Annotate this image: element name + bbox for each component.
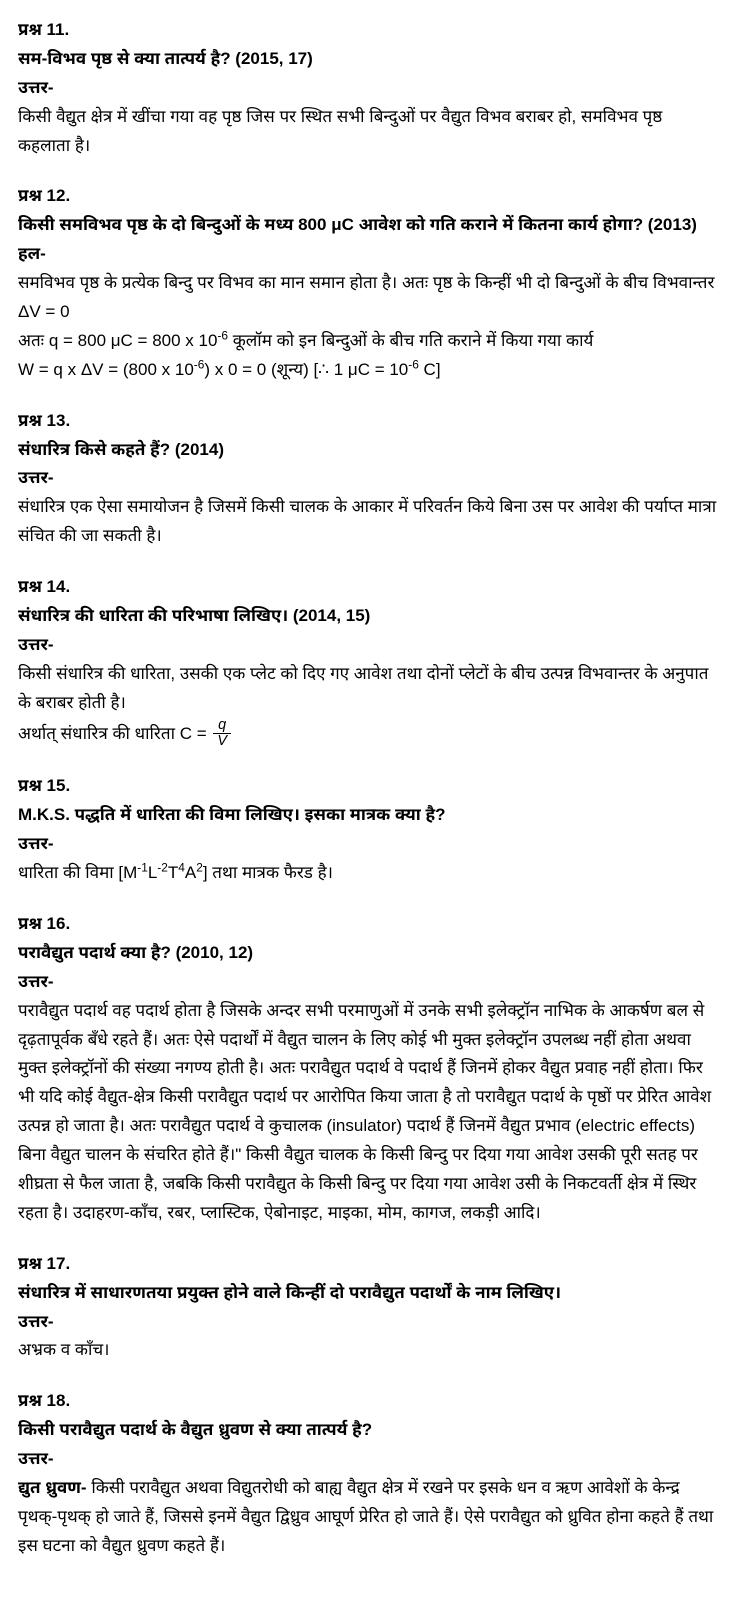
question-text: संधारित्र की धारिता की परिभाषा लिखिए। (2…: [18, 602, 717, 631]
denominator: V: [213, 734, 231, 750]
question-label: प्रश्न 16.: [18, 910, 717, 939]
text: अतः q = 800 μC = 800 x 10: [18, 331, 217, 350]
answer-line-1: समविभव पृष्ठ के प्रत्येक बिन्दु पर विभव …: [18, 269, 717, 327]
answer-label: उत्तर-: [18, 1445, 717, 1474]
bold-prefix: द्युत ध्रुवण-: [18, 1478, 87, 1497]
question-text: सम-विभव पृष्ठ से क्या तात्पर्य है? (2015…: [18, 45, 717, 74]
answer-line-3: W = q x ΔV = (800 x 10-6) x 0 = 0 (शून्य…: [18, 356, 717, 385]
answer-line-1: किसी संधारित्र की धारिता, उसकी एक प्लेट …: [18, 660, 717, 718]
numerator: q: [213, 718, 231, 735]
answer-text: संधारित्र एक ऐसा समायोजन है जिसमें किसी …: [18, 493, 717, 551]
exponent: -6: [408, 357, 419, 371]
answer-label: उत्तर-: [18, 968, 717, 997]
text: L: [148, 863, 157, 882]
text: धारिता की विमा [M: [18, 863, 137, 882]
text: C]: [419, 360, 441, 379]
question-label: प्रश्न 14.: [18, 573, 717, 602]
exponent: 4: [178, 860, 185, 874]
exponent: -2: [157, 860, 168, 874]
answer-text: द्युत ध्रुवण- किसी परावैद्युत अथवा विद्य…: [18, 1474, 717, 1561]
text: A: [185, 863, 196, 882]
question-label: प्रश्न 17.: [18, 1250, 717, 1279]
question-11: प्रश्न 11. सम-विभव पृष्ठ से क्या तात्पर्…: [18, 16, 717, 160]
question-label: प्रश्न 15.: [18, 772, 717, 801]
exponent: -1: [137, 860, 148, 874]
answer-label: हल-: [18, 240, 717, 269]
answer-label: उत्तर-: [18, 631, 717, 660]
answer-label: उत्तर-: [18, 464, 717, 493]
question-13: प्रश्न 13. संधारित्र किसे कहते हैं? (201…: [18, 407, 717, 551]
answer-line-2: अतः q = 800 μC = 800 x 10-6 कूलॉम को इन …: [18, 327, 717, 356]
text: किसी परावैद्युत अथवा विद्युतरोधी को बाह्…: [18, 1478, 713, 1555]
exponent: 2: [196, 860, 203, 874]
question-label: प्रश्न 18.: [18, 1387, 717, 1416]
answer-text: किसी वैद्युत क्षेत्र में खींचा गया वह पृ…: [18, 103, 717, 161]
text: ) x 0 = 0 (शून्य) [∴ 1 μC = 10: [204, 360, 408, 379]
question-16: प्रश्न 16. परावैद्युत पदार्थ क्या है? (2…: [18, 910, 717, 1228]
answer-label: उत्तर-: [18, 1308, 717, 1337]
question-label: प्रश्न 11.: [18, 16, 717, 45]
question-18: प्रश्न 18. किसी परावैद्युत पदार्थ के वैद…: [18, 1387, 717, 1560]
question-17: प्रश्न 17. संधारित्र में साधारणतया प्रयु…: [18, 1250, 717, 1366]
question-text: संधारित्र में साधारणतया प्रयुक्त होने वा…: [18, 1279, 717, 1308]
question-14: प्रश्न 14. संधारित्र की धारिता की परिभाष…: [18, 573, 717, 750]
answer-text: परावैद्युत पदार्थ वह पदार्थ होता है जिसक…: [18, 997, 717, 1228]
fraction: qV: [213, 718, 231, 751]
question-12: प्रश्न 12. किसी समविभव पृष्ठ के दो बिन्द…: [18, 182, 717, 384]
text: अर्थात् संधारित्र की धारिता C =: [18, 723, 211, 742]
question-text: किसी समविभव पृष्ठ के दो बिन्दुओं के मध्य…: [18, 211, 717, 240]
answer-text: अभ्रक व काँच।: [18, 1336, 717, 1365]
question-label: प्रश्न 12.: [18, 182, 717, 211]
exponent: -6: [217, 328, 228, 342]
answer-label: उत्तर-: [18, 830, 717, 859]
answer-label: उत्तर-: [18, 74, 717, 103]
text: कूलॉम को इन बिन्दुओं के बीच गति कराने मे…: [228, 331, 593, 350]
text: W = q x ΔV = (800 x 10: [18, 360, 194, 379]
question-label: प्रश्न 13.: [18, 407, 717, 436]
text: ] तथा मात्रक फैरड है।: [203, 863, 333, 882]
question-15: प्रश्न 15. M.K.S. पद्धति में धारिता की व…: [18, 772, 717, 888]
text: T: [168, 863, 178, 882]
question-text: किसी परावैद्युत पदार्थ के वैद्युत ध्रुवण…: [18, 1416, 717, 1445]
exponent: -6: [194, 357, 205, 371]
answer-line-2: अर्थात् संधारित्र की धारिता C = qV: [18, 718, 717, 751]
question-text: परावैद्युत पदार्थ क्या है? (2010, 12): [18, 939, 717, 968]
question-text: संधारित्र किसे कहते हैं? (2014): [18, 436, 717, 465]
answer-text: धारिता की विमा [M-1L-2T4A2] तथा मात्रक फ…: [18, 859, 717, 888]
question-text: M.K.S. पद्धति में धारिता की विमा लिखिए। …: [18, 801, 717, 830]
